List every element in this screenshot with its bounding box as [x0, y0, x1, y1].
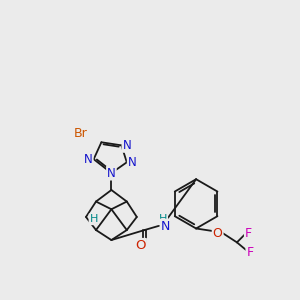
Text: Br: Br — [74, 127, 88, 140]
Text: O: O — [213, 227, 223, 240]
Text: F: F — [246, 246, 254, 259]
Text: N: N — [84, 153, 93, 166]
Text: O: O — [135, 239, 146, 252]
Text: N: N — [107, 167, 116, 180]
Text: N: N — [160, 220, 170, 233]
Text: H: H — [89, 214, 98, 224]
Text: F: F — [245, 226, 252, 240]
Text: H: H — [159, 214, 167, 224]
Text: N: N — [122, 139, 131, 152]
Text: N: N — [128, 156, 136, 169]
